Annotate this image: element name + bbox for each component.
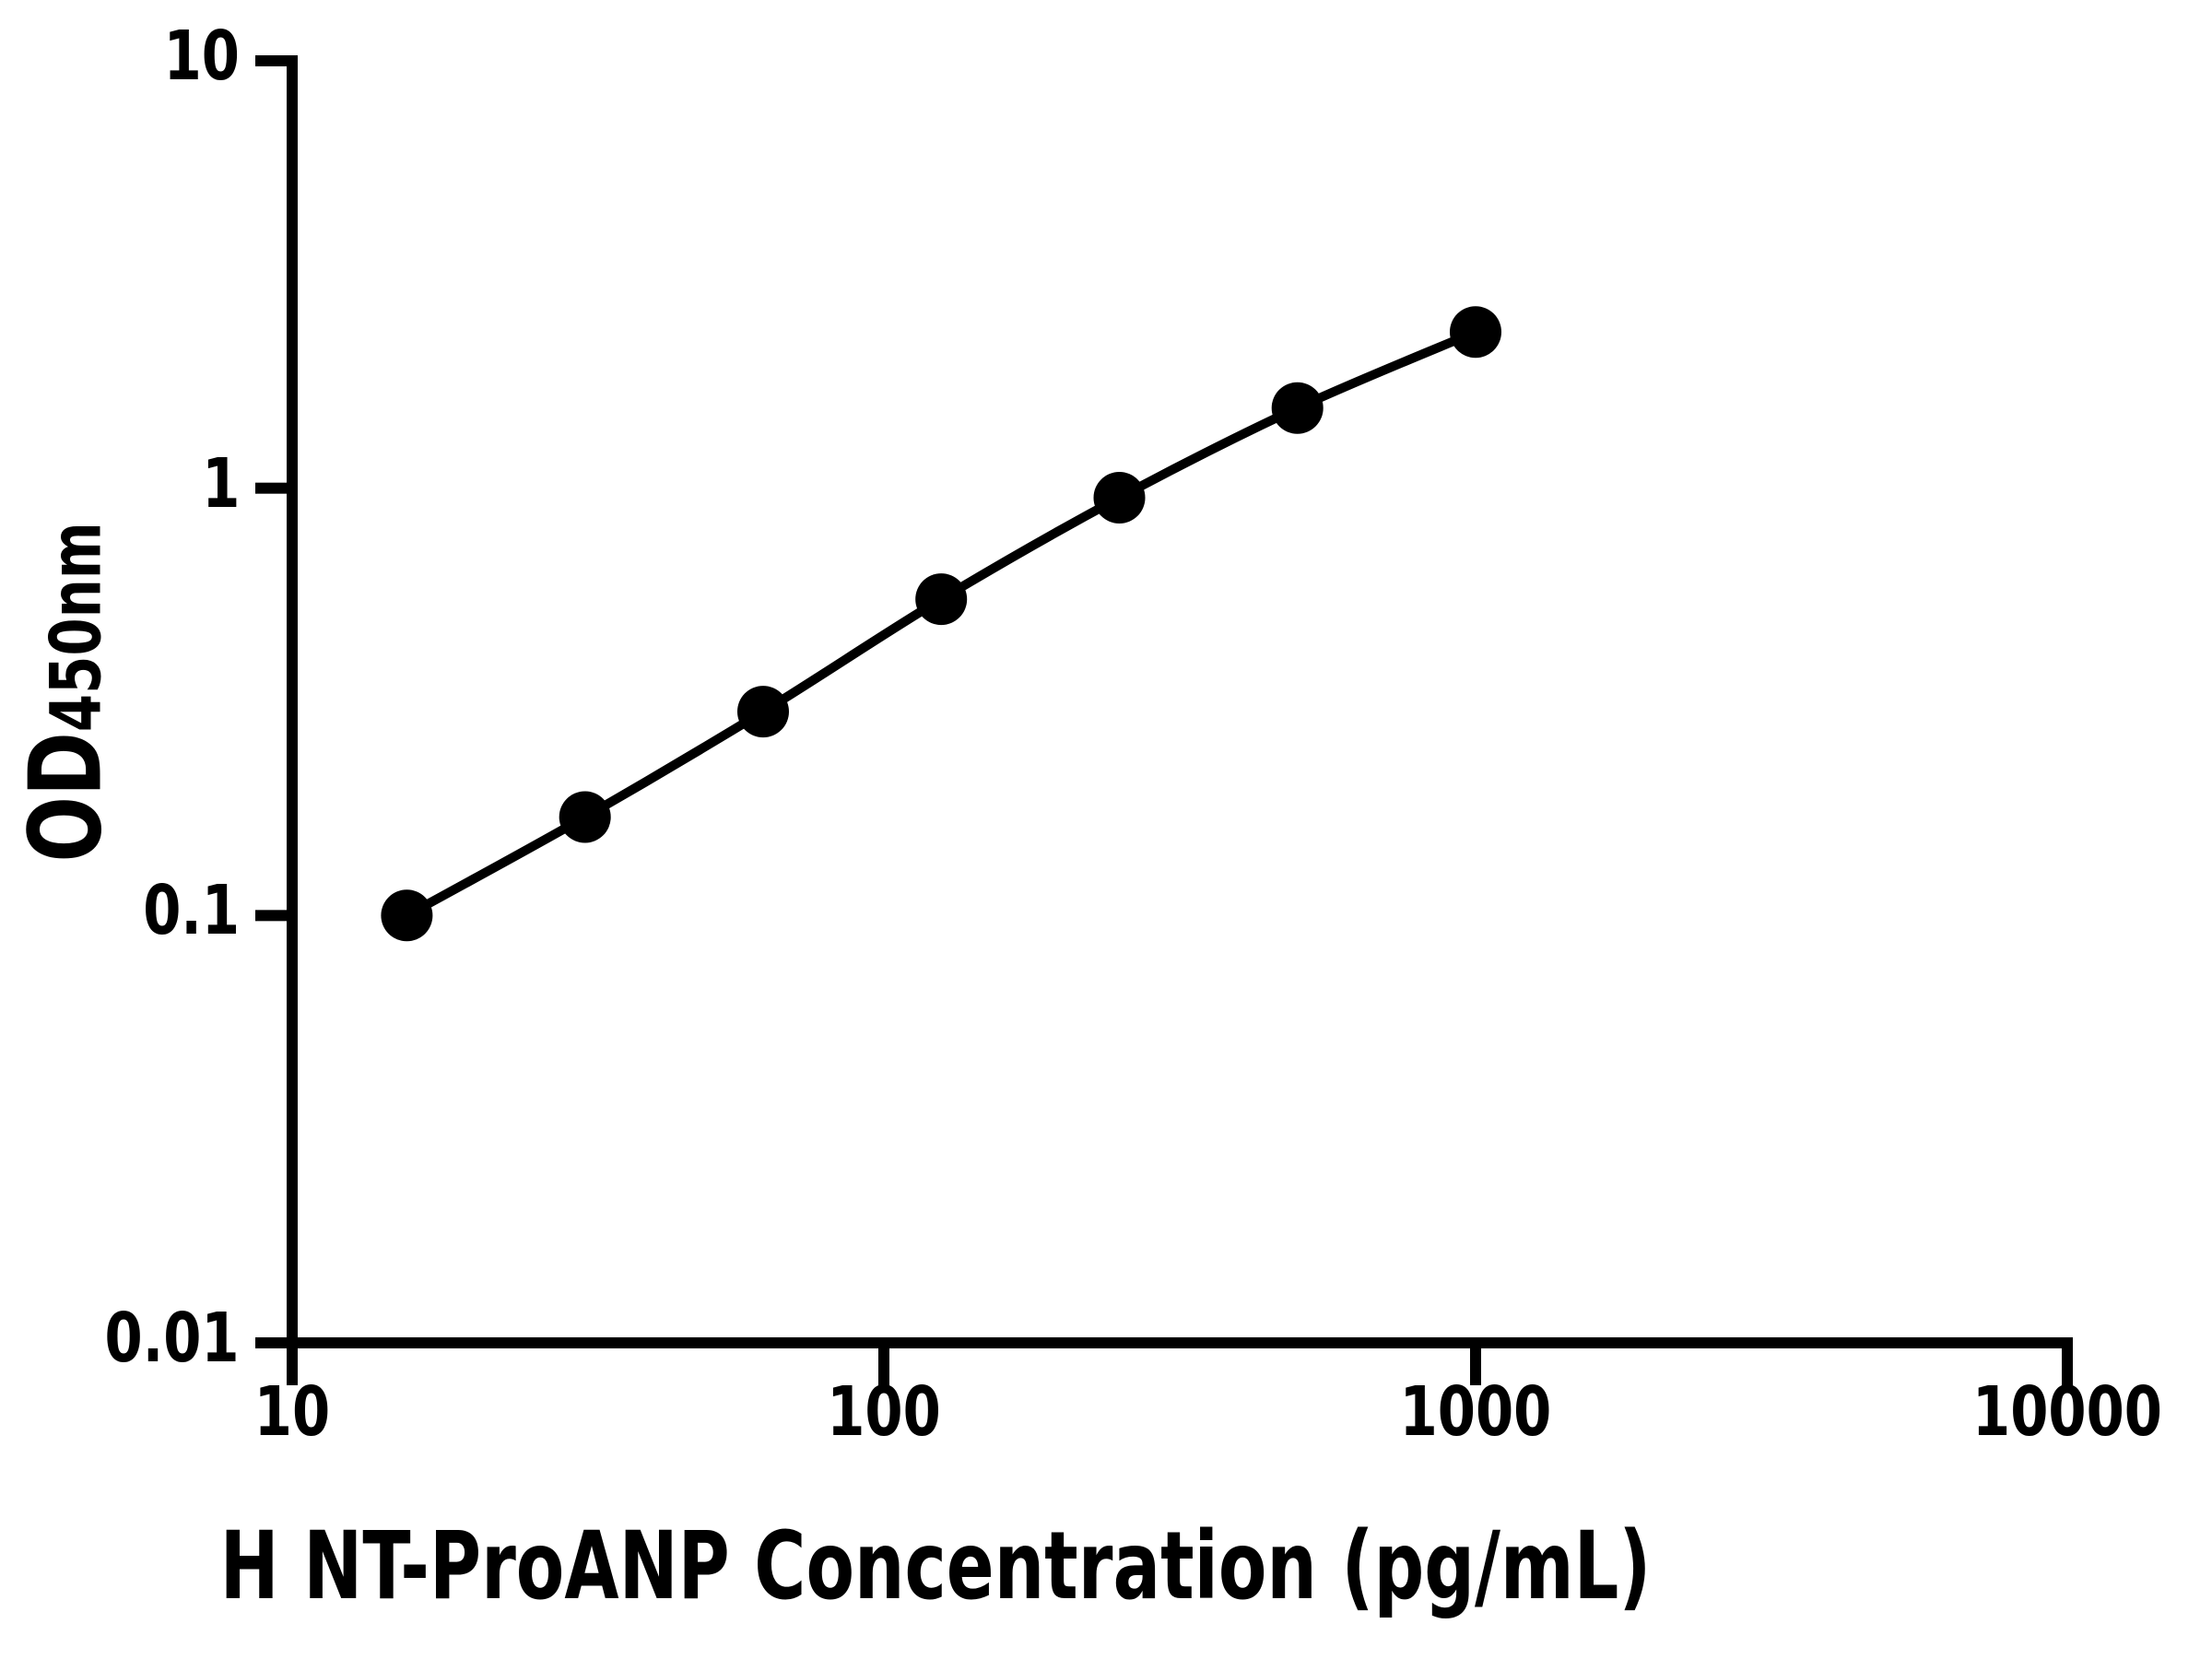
y-tick-label-1: 1	[201, 443, 240, 524]
data-point-31.25pgml	[559, 791, 611, 843]
data-point-62.5pgml	[737, 686, 789, 738]
y-tick-label-0.1: 0.1	[143, 871, 240, 951]
x-axis-title: H NT-ProANP Concentration (pg/mL)	[219, 1512, 1652, 1621]
x-tick-mark-10	[287, 1337, 298, 1385]
data-point-250pgml	[1093, 472, 1146, 524]
x-tick-mark-100	[878, 1337, 889, 1385]
standard-curve-series	[381, 306, 1501, 942]
y-tick-mark-1	[255, 482, 292, 494]
y-axis-line	[287, 55, 298, 1348]
y-axis-title-sub: 450nm	[34, 522, 117, 733]
x-axis-line	[287, 1337, 2073, 1348]
data-point-500pgml	[1271, 382, 1324, 434]
x-tick-label-1000: 1000	[1399, 1372, 1552, 1452]
data-point-1000pgml	[1450, 306, 1501, 359]
y-tick-label-0.01: 0.01	[104, 1299, 240, 1378]
x-tick-mark-10000	[2062, 1337, 2073, 1385]
y-tick-mark-0.01	[255, 1337, 292, 1348]
x-tick-mark-1000	[1470, 1337, 1481, 1385]
y-tick-mark-10	[255, 55, 292, 66]
data-point-125pgml	[915, 573, 968, 626]
x-tick-label-100: 100	[827, 1372, 941, 1452]
data-point-15.625pgml	[381, 889, 433, 942]
y-tick-label-10: 10	[163, 17, 240, 96]
y-axis-title: OD450nm	[9, 522, 124, 862]
x-tick-label-10000: 10000	[1972, 1372, 2162, 1452]
y-tick-mark-0.1	[255, 910, 292, 922]
y-axis-title-main: OD	[8, 732, 124, 863]
axes	[255, 55, 2073, 1385]
x-tick-label-10: 10	[253, 1372, 331, 1452]
